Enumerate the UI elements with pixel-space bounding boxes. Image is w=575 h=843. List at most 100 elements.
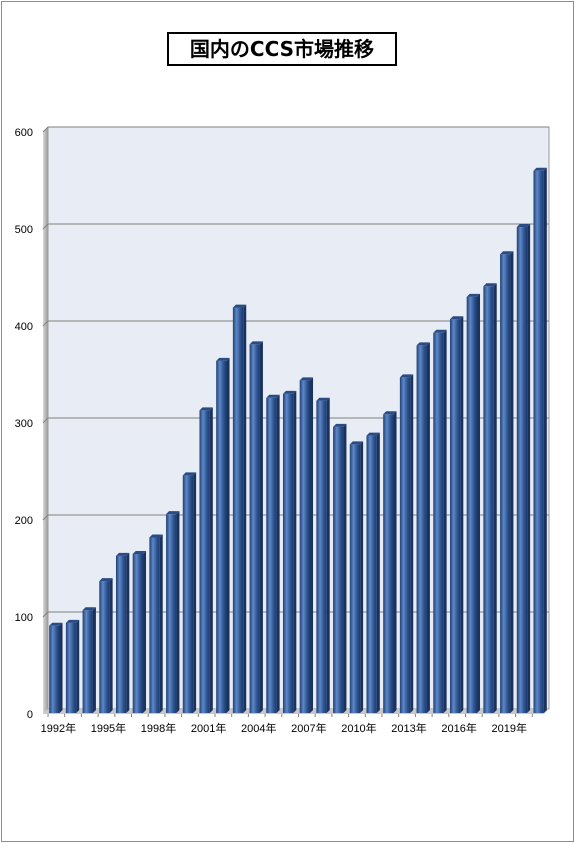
bar-side — [126, 552, 130, 713]
bar — [466, 293, 481, 713]
bar — [416, 342, 430, 713]
bar-top — [82, 607, 96, 611]
bar-side — [477, 293, 481, 713]
bar-top — [249, 341, 263, 345]
bar-front — [500, 254, 511, 713]
bar-front — [316, 400, 327, 713]
bar — [49, 622, 63, 713]
bar-top — [115, 552, 130, 556]
bar-top — [216, 357, 230, 361]
bar-side — [226, 357, 230, 713]
bar-front — [299, 380, 311, 713]
bar — [216, 357, 230, 713]
bar — [82, 607, 96, 713]
x-tick-label: 2016年 — [441, 721, 476, 735]
bar-side — [443, 329, 447, 713]
bar — [65, 619, 80, 713]
bar-top — [299, 377, 314, 381]
bar-side — [243, 304, 247, 713]
gridline-side — [42, 320, 49, 327]
bar — [516, 224, 531, 713]
bar-side — [159, 534, 163, 713]
bar-top — [199, 407, 213, 411]
bar-side — [176, 511, 180, 713]
bar-front — [533, 170, 544, 714]
bar-side — [259, 341, 263, 713]
bar — [249, 341, 263, 713]
bar — [500, 251, 514, 713]
bar — [316, 397, 330, 713]
bar — [132, 550, 147, 713]
bar-front — [49, 625, 60, 713]
bar-top — [316, 397, 330, 401]
bar — [149, 534, 163, 713]
bar-front — [483, 286, 494, 713]
grid-lines — [42, 126, 549, 618]
bar — [266, 394, 280, 713]
bar-front — [282, 393, 294, 713]
x-tick-label: 2004年 — [241, 721, 276, 735]
x-tick-label: 2001年 — [191, 721, 226, 735]
bar-top — [466, 293, 481, 297]
y-tick-label: 500 — [15, 224, 33, 236]
bar — [99, 578, 113, 713]
bar-side — [76, 619, 80, 713]
bar-top — [65, 619, 80, 623]
bar-front — [149, 537, 160, 713]
x-tick-label: 2013年 — [391, 721, 426, 735]
bar-front — [383, 414, 394, 713]
bar-front — [232, 307, 244, 713]
bar-front — [82, 610, 93, 713]
bar — [299, 377, 314, 713]
bar — [449, 316, 464, 713]
y-tick-label: 0 — [27, 709, 33, 721]
bar-front — [333, 426, 344, 713]
bar — [232, 304, 247, 713]
bar-side — [143, 550, 147, 713]
bar — [366, 432, 380, 713]
bar-side — [393, 411, 397, 713]
bar-side — [410, 374, 414, 713]
bar — [383, 411, 397, 713]
bar-top — [232, 304, 247, 308]
bar-side — [460, 316, 464, 713]
bar-front — [182, 475, 194, 713]
bar-front — [416, 345, 427, 713]
bar-side — [293, 390, 297, 713]
bar-side — [276, 394, 280, 713]
bar-front — [199, 410, 210, 713]
bar-front — [166, 514, 177, 713]
x-tick-label: 1995年 — [91, 721, 126, 735]
bar-side — [527, 224, 531, 713]
bar-front — [349, 444, 361, 713]
bar-front — [249, 344, 260, 713]
y-tick-label: 400 — [15, 321, 33, 333]
x-tick-label: 2007年 — [291, 721, 326, 735]
bar-top — [433, 329, 447, 333]
bar — [483, 283, 497, 713]
bar-top — [266, 394, 280, 398]
bar — [115, 552, 130, 713]
bar-side — [493, 283, 497, 713]
bar-side — [326, 397, 330, 713]
bars — [49, 167, 547, 714]
bar — [533, 167, 547, 714]
bar-front — [216, 360, 227, 713]
bar — [282, 390, 297, 713]
x-tick-label: 1992年 — [41, 721, 76, 735]
bar — [349, 441, 364, 713]
bar-top — [416, 342, 430, 346]
bar-side — [109, 578, 113, 713]
bar-side — [543, 167, 547, 714]
bar-side — [59, 622, 63, 713]
y-axis-ticks: 0 100 200 300 400 500 600 — [15, 127, 33, 721]
bar-top — [166, 511, 180, 515]
bar — [199, 407, 213, 713]
bar-side — [209, 407, 213, 713]
bar-front — [65, 622, 77, 713]
bar — [182, 472, 197, 713]
bar-top — [132, 550, 147, 554]
bar-top — [99, 578, 113, 582]
bar-front — [449, 319, 461, 713]
